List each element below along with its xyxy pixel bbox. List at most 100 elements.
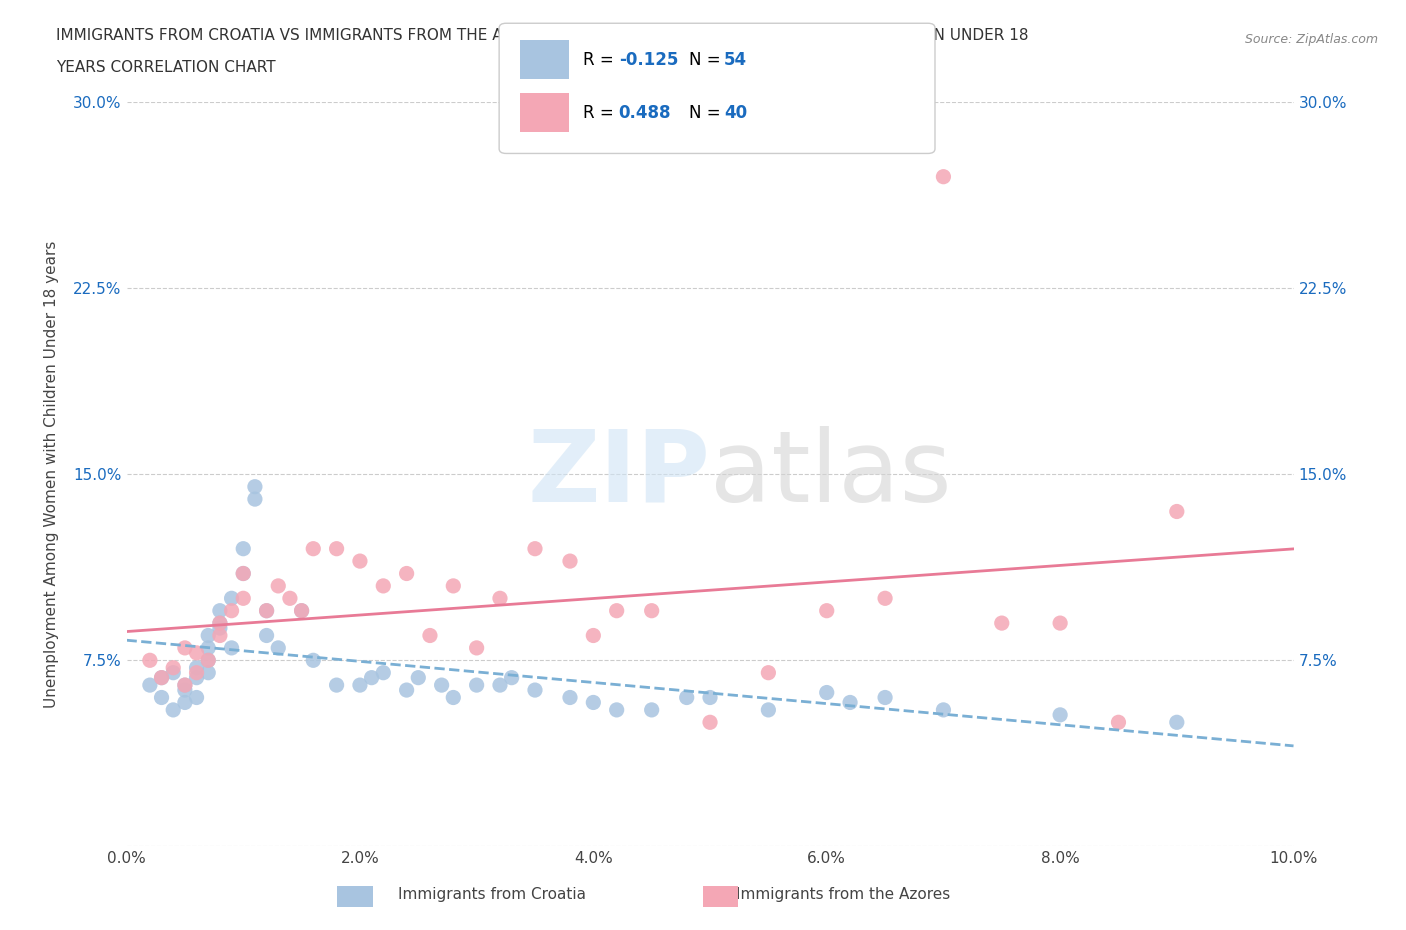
Point [197,653,219,668]
Point [932,702,955,717]
Point [558,690,581,705]
Point [302,541,325,556]
Point [441,690,464,705]
Text: R =: R = [583,104,620,123]
Point [290,604,312,618]
Point [186,690,208,705]
Point [197,641,219,656]
Point [1108,715,1130,730]
Point [875,591,897,605]
Text: Immigrants from the Azores: Immigrants from the Azores [737,887,950,902]
Point [302,653,325,668]
Point [489,678,512,693]
Point [325,541,347,556]
Point [232,566,254,581]
Point [221,604,243,618]
Text: ZIP: ZIP [527,426,710,523]
Point [419,628,441,643]
Point [139,653,162,668]
Point [243,479,266,494]
Point [150,671,173,685]
Point [208,616,231,631]
Text: 40: 40 [724,104,747,123]
Point [256,628,278,643]
Point [349,553,371,568]
Point [606,604,628,618]
Point [1166,715,1188,730]
Point [232,566,254,581]
Point [174,678,197,693]
Point [582,628,605,643]
Point [990,616,1012,631]
Point [208,616,231,631]
Point [174,683,197,698]
Point [139,678,162,693]
Point [221,641,243,656]
Point [1166,504,1188,519]
Point [162,702,184,717]
Text: R =: R = [583,51,620,70]
Point [186,660,208,675]
Point [373,578,395,593]
Point [150,671,173,685]
Y-axis label: Unemployment Among Women with Children Under 18 years: Unemployment Among Women with Children U… [45,241,59,708]
Point [408,671,430,685]
Point [174,641,197,656]
Point [278,591,301,605]
Text: N =: N = [689,104,725,123]
Point [256,604,278,618]
Point [640,702,664,717]
Point [815,604,838,618]
Point [197,665,219,680]
Point [349,678,371,693]
Point [699,690,721,705]
Point [243,492,266,507]
Point [162,665,184,680]
Point [524,683,547,698]
Text: -0.125: -0.125 [619,51,678,70]
Point [174,678,197,693]
Point [465,641,488,656]
Point [221,591,243,605]
Point [186,665,208,680]
Point [441,578,464,593]
Point [675,690,697,705]
Point [524,541,547,556]
Point [360,671,382,685]
Point [256,604,278,618]
Point [699,715,721,730]
Point [839,695,862,710]
Text: atlas: atlas [710,426,952,523]
Text: IMMIGRANTS FROM CROATIA VS IMMIGRANTS FROM THE AZORES UNEMPLOYMENT AMONG WOMEN W: IMMIGRANTS FROM CROATIA VS IMMIGRANTS FR… [56,28,1029,43]
Point [640,604,664,618]
Point [150,690,173,705]
Point [290,604,312,618]
Point [465,678,488,693]
Point [1049,616,1071,631]
Point [325,678,347,693]
Text: 54: 54 [724,51,747,70]
Point [208,604,231,618]
Point [232,541,254,556]
Point [197,653,219,668]
Point [430,678,453,693]
Point [162,660,184,675]
Point [186,645,208,660]
Point [932,169,955,184]
Point [186,671,208,685]
Point [232,591,254,605]
Text: 0.488: 0.488 [619,104,671,123]
Point [875,690,897,705]
Point [267,641,290,656]
Point [373,665,395,680]
Text: Immigrants from Croatia: Immigrants from Croatia [398,887,586,902]
Point [582,695,605,710]
Point [606,702,628,717]
Point [208,620,231,635]
Point [395,683,418,698]
Point [1049,708,1071,723]
Point [267,578,290,593]
Point [197,628,219,643]
Point [756,702,779,717]
Point [489,591,512,605]
